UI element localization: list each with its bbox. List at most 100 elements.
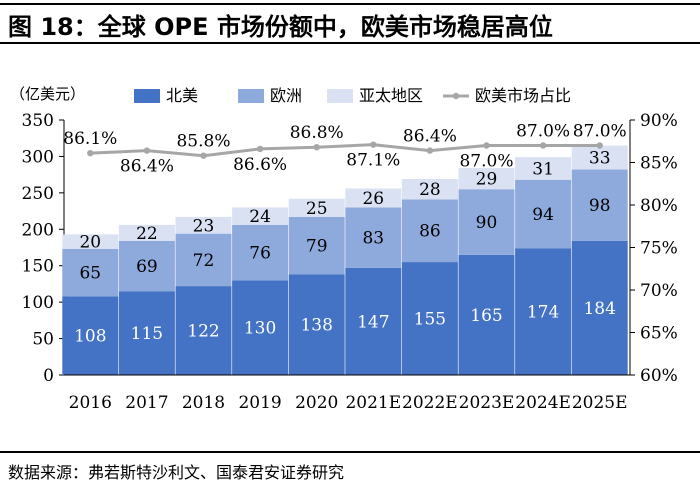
share-line-label: 86.4% [120,157,174,177]
bar-segment [232,207,289,225]
bar-value-label: 72 [193,251,215,271]
bar-segment [345,267,402,375]
x-tick-label: 2022E [402,393,458,413]
x-tick-label: 2016 [69,393,112,413]
bar-segment [62,248,119,297]
share-line-label: 86.8% [290,123,344,143]
share-line-point [370,141,377,148]
legend-swatch [238,89,264,103]
bar-segment [288,216,345,275]
y2-tick-label: 80% [640,196,678,216]
bar-value-label: 138 [300,316,332,336]
legend-swatch [327,89,353,103]
bar-value-label: 24 [249,207,271,227]
share-line-point [200,152,207,159]
legend-swatch [134,89,160,103]
y-tick-label: 50 [32,330,54,350]
bar-value-label: 26 [362,189,384,209]
bar-segment [118,240,175,292]
bar-value-label: 115 [131,324,163,344]
bar-value-label: 79 [306,237,328,257]
bar-value-label: 31 [532,159,554,179]
bar-segment [288,274,345,375]
bar-value-label: 98 [589,196,611,216]
bar-segment [571,240,628,375]
share-line-label: 86.4% [403,127,457,147]
bar-segment [345,207,402,268]
share-line-point [483,142,490,149]
legend-line-marker [452,92,460,100]
bar-segment [288,198,345,217]
y-tick-label: 350 [22,111,54,131]
x-tick-label: 2017 [125,393,168,413]
bar-segment [62,234,119,249]
legend-label: 欧洲 [270,86,302,105]
bar-segment [401,262,458,375]
bar-segment [458,254,515,375]
bar-value-label: 90 [476,213,498,233]
y-tick-label: 200 [22,220,54,240]
share-line-label: 87.0% [516,122,570,142]
y-tick-label: 0 [43,366,54,386]
bar-segment [62,296,119,375]
bar-value-label: 165 [470,306,502,326]
bar-segment [515,179,572,249]
bar-segment [401,179,458,200]
bar-segment [175,233,232,287]
x-tick-label: 2018 [182,393,225,413]
x-tick-label: 2023E [459,393,515,413]
bar-value-label: 83 [362,229,384,249]
bar-value-label: 28 [419,180,441,200]
x-tick-label: 2020 [295,393,338,413]
bar-value-label: 29 [476,170,498,190]
y-tick-label: 150 [22,257,54,277]
bottom-rule [0,451,700,453]
y-tick-label: 250 [22,184,54,204]
bar-segment [458,189,515,255]
x-tick-label: 2024E [515,393,571,413]
bar-value-label: 122 [187,322,219,342]
y-tick-label: 300 [22,147,54,167]
share-line: 86.1%86.4%85.8%86.6%86.8%87.1%86.4%87.0%… [63,122,626,177]
bar-value-label: 22 [136,224,158,244]
bar-segment [515,248,572,375]
share-line-label: 87.1% [346,151,400,171]
bar-segment [118,224,175,241]
bar-value-label: 174 [527,303,559,323]
source-note: 数据来源：弗若斯特沙利文、国泰君安证券研究 [8,463,345,482]
y2-tick-label: 75% [640,239,678,259]
y2-tick-label: 85% [640,154,678,174]
figure-title: 图 18：全球 OPE 市场份额中，欧美市场稳居高位 [8,13,553,41]
y-axis-right: 60% 65% 70% 75% 80% 85% 90% [629,111,678,386]
y2-tick-label: 60% [640,366,678,386]
share-line-point [596,142,603,149]
share-line-label: 87.0% [459,152,513,172]
bar-value-label: 23 [193,216,215,236]
x-tick-label: 2025E [572,393,628,413]
share-line-label: 87.0% [573,122,627,142]
bar-segment [175,216,232,234]
bar-segment [118,291,175,375]
share-line-point [87,149,94,157]
share-line-path [90,143,600,158]
share-line-point [426,147,434,154]
bar-value-label: 147 [357,312,389,332]
bar-segment [458,168,515,190]
y2-tick-label: 65% [640,324,678,344]
bar-value-label: 20 [79,233,101,253]
top-rule [0,3,700,5]
x-axis: 2016 2017 2018 2019 2020 2021E 2022E 2023E 2024E… [64,374,630,413]
bar-value-label: 65 [79,264,101,284]
y2-tick-label: 70% [640,281,678,301]
bar-value-label: 86 [419,222,441,242]
bar-value-label: 76 [249,244,271,264]
bar-value-label: 184 [583,299,615,319]
legend-label: 欧美市场占比 [475,86,571,105]
share-line-point [143,147,151,154]
bar-segment [175,286,232,375]
y-axis-left: 0 50 100 150 200 250 300 350 [22,111,65,386]
share-line-point [539,142,547,149]
share-line-label: 85.8% [176,132,230,152]
bar-segment [345,188,402,208]
bar-segment [515,157,572,180]
